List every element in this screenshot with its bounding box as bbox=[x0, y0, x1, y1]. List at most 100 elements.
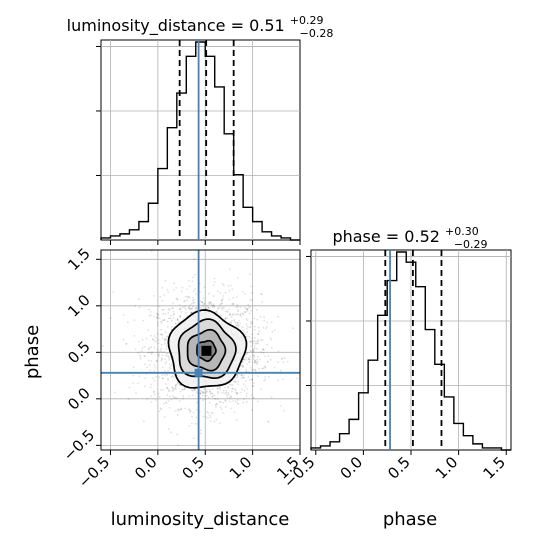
sample-point bbox=[222, 401, 225, 404]
sample-point bbox=[167, 317, 170, 320]
sample-point bbox=[185, 311, 188, 314]
y-tick-label: 0.0 bbox=[64, 384, 94, 414]
sample-point bbox=[256, 318, 258, 321]
sample-point bbox=[195, 416, 198, 419]
sample-point bbox=[194, 422, 197, 425]
sample-point bbox=[192, 437, 195, 440]
sample-point bbox=[176, 381, 179, 384]
sample-point bbox=[227, 386, 230, 389]
sample-point bbox=[239, 322, 241, 325]
sample-point bbox=[172, 307, 174, 310]
sample-point bbox=[165, 352, 168, 355]
sample-point bbox=[161, 333, 164, 336]
sample-point bbox=[137, 351, 140, 354]
sample-point bbox=[154, 399, 157, 401]
sample-point bbox=[150, 351, 153, 354]
sample-point bbox=[241, 364, 243, 367]
sample-point bbox=[218, 306, 221, 308]
sample-point bbox=[212, 284, 215, 287]
sample-point bbox=[191, 305, 194, 308]
sample-point bbox=[231, 288, 234, 291]
sample-point bbox=[150, 395, 152, 398]
sample-point bbox=[255, 361, 258, 364]
sample-point bbox=[270, 346, 273, 349]
sample-point bbox=[240, 374, 242, 377]
sample-point bbox=[230, 407, 232, 410]
sample-point bbox=[253, 317, 256, 320]
sample-point bbox=[178, 308, 181, 310]
sample-point bbox=[217, 390, 219, 393]
sample-point bbox=[257, 339, 260, 341]
sample-point bbox=[235, 306, 238, 309]
sample-point bbox=[162, 402, 165, 405]
sample-point bbox=[168, 390, 170, 392]
sample-point bbox=[217, 307, 220, 310]
sample-point bbox=[236, 374, 239, 377]
sample-point bbox=[267, 420, 270, 423]
sample-point bbox=[147, 329, 150, 332]
x-axis-label-luminosity-distance: luminosity_distance bbox=[111, 509, 290, 530]
sample-point bbox=[246, 363, 249, 365]
sample-point bbox=[248, 335, 251, 338]
sample-point bbox=[177, 408, 179, 411]
sample-point bbox=[251, 337, 253, 339]
sample-point bbox=[219, 292, 222, 294]
sample-point bbox=[154, 366, 157, 369]
sample-point bbox=[125, 343, 128, 345]
sample-point bbox=[281, 357, 284, 360]
sample-point bbox=[283, 409, 285, 412]
sample-point bbox=[249, 325, 252, 328]
sample-point bbox=[245, 335, 248, 338]
sample-point bbox=[167, 291, 170, 294]
sample-point bbox=[238, 324, 240, 327]
sample-point bbox=[150, 360, 153, 363]
sample-point bbox=[246, 325, 249, 328]
sample-point bbox=[273, 329, 276, 331]
sample-point bbox=[250, 340, 253, 343]
sample-point bbox=[202, 415, 205, 418]
sample-point bbox=[267, 360, 269, 363]
sample-point bbox=[269, 358, 272, 361]
sample-point bbox=[179, 315, 182, 318]
density-core bbox=[201, 345, 212, 356]
sample-point bbox=[212, 295, 215, 297]
sample-point bbox=[249, 345, 252, 348]
sample-point bbox=[296, 377, 298, 380]
sample-point bbox=[122, 338, 125, 341]
sample-point bbox=[215, 311, 218, 314]
sample-point bbox=[219, 422, 221, 425]
sample-point bbox=[141, 338, 144, 341]
sample-point bbox=[217, 387, 219, 390]
sample-point bbox=[192, 411, 195, 414]
contour-line bbox=[196, 339, 217, 362]
sample-point bbox=[213, 306, 216, 309]
sample-point bbox=[233, 387, 236, 390]
sample-point bbox=[160, 343, 163, 346]
sample-point bbox=[150, 250, 153, 252]
sample-point bbox=[155, 360, 158, 362]
sample-point bbox=[263, 379, 266, 382]
sample-point bbox=[166, 374, 169, 377]
sample-point bbox=[193, 290, 195, 293]
sample-point bbox=[238, 319, 240, 322]
sample-point bbox=[245, 395, 248, 397]
sample-point bbox=[164, 279, 167, 282]
sample-point bbox=[263, 366, 266, 369]
sample-point bbox=[174, 386, 177, 389]
sample-point bbox=[167, 312, 170, 314]
sample-point bbox=[242, 376, 245, 379]
sample-point bbox=[243, 389, 246, 392]
sample-point bbox=[149, 386, 152, 389]
histogram-steps bbox=[100, 41, 300, 241]
sample-point bbox=[229, 321, 232, 324]
sample-point bbox=[220, 307, 223, 309]
sample-point bbox=[207, 411, 210, 414]
sample-point bbox=[265, 327, 267, 330]
sample-point bbox=[211, 304, 214, 307]
sample-point bbox=[229, 312, 231, 315]
sample-point bbox=[235, 324, 237, 327]
sample-point bbox=[146, 366, 148, 369]
sample-point bbox=[246, 352, 249, 354]
sample-point bbox=[138, 306, 141, 309]
sample-point bbox=[165, 402, 168, 405]
